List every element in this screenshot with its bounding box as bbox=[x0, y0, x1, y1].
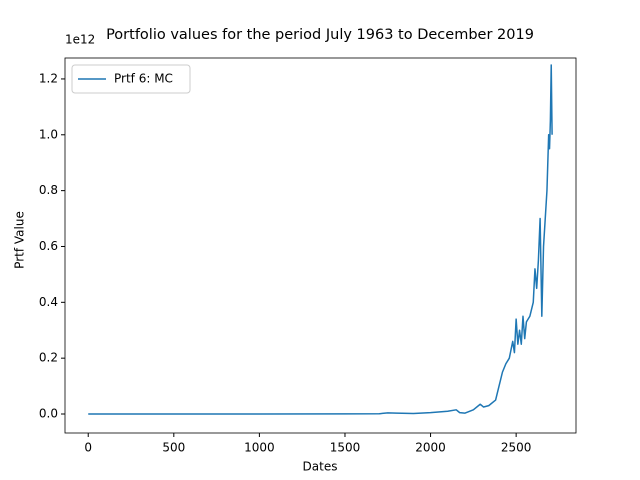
x-axis-label: Dates bbox=[303, 460, 338, 474]
x-tick-label: 2000 bbox=[415, 441, 446, 455]
y-tick-label: 0.6 bbox=[39, 239, 58, 253]
legend-label: Prtf 6: MC bbox=[114, 72, 173, 86]
y-tick-label: 0.2 bbox=[39, 351, 58, 365]
y-tick-label: 0.8 bbox=[39, 183, 58, 197]
chart-title: Portfolio values for the period July 196… bbox=[106, 27, 534, 43]
data-line bbox=[88, 64, 553, 415]
x-tick-label: 2500 bbox=[501, 441, 532, 455]
x-tick-label: 500 bbox=[162, 441, 185, 455]
y-tick-label: 1.0 bbox=[39, 127, 58, 141]
plot-frame bbox=[64, 57, 577, 434]
x-tick-label: 0 bbox=[84, 441, 92, 455]
x-tick-label: 1000 bbox=[244, 441, 275, 455]
x-tick-label: 1500 bbox=[330, 441, 361, 455]
y-tick-label: 1.2 bbox=[39, 71, 58, 85]
y-axis-label: Prtf Value bbox=[13, 211, 27, 269]
legend-box bbox=[71, 64, 191, 94]
y-offset-label: 1e12 bbox=[65, 33, 95, 47]
y-tick-label: 0.4 bbox=[39, 295, 58, 309]
y-tick-label: 0.0 bbox=[39, 407, 58, 421]
